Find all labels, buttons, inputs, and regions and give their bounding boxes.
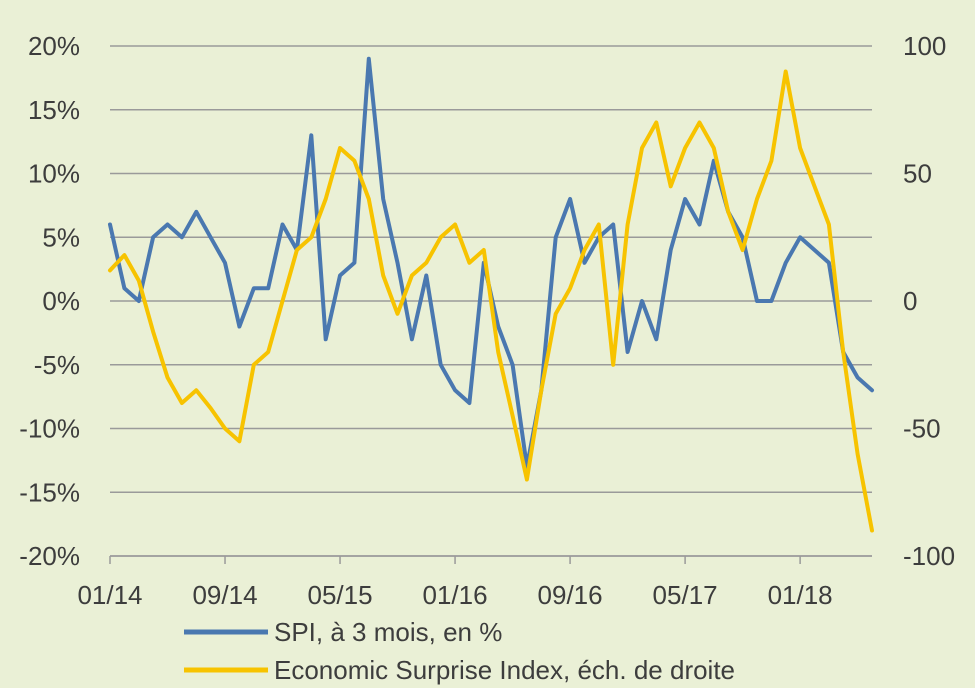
series-line-2: [108, 69, 874, 533]
x-tick-label: 01/14: [77, 580, 142, 610]
y-right-tick-label: 100: [903, 31, 946, 61]
y-left-tick-label: -15%: [19, 477, 80, 507]
x-tick-label: 05/15: [307, 580, 372, 610]
y-left-tick-label: -20%: [19, 541, 80, 571]
y-right-tick-label: -50: [903, 414, 941, 444]
y-left-tick-label: -10%: [19, 414, 80, 444]
y-right-tick-label: 50: [903, 159, 932, 189]
axes: 20% 15% 10% 5% 0% -5% -10% -15% -20% 100 50 0 -50 -10…: [19, 31, 955, 610]
y-right-tick-label: 0: [903, 286, 917, 316]
series-layer: [108, 56, 874, 533]
y-left-tick-label: 10%: [28, 159, 80, 189]
x-tick-label: 09/16: [538, 580, 603, 610]
y-left-tick-label: 5%: [42, 222, 80, 252]
y-left-tick-label: 15%: [28, 95, 80, 125]
x-tick-label: 01/16: [423, 580, 488, 610]
y-left-tick-label: 20%: [28, 31, 80, 61]
legend: SPI, à 3 mois, en % Economic Surprise Ind…: [184, 617, 735, 685]
y-right-tick-label: -100: [903, 541, 955, 571]
x-tick-label: 01/18: [768, 580, 833, 610]
y-left-tick-label: -5%: [34, 350, 80, 380]
x-tick-label: 05/17: [653, 580, 718, 610]
legend-label: SPI, à 3 mois, en %: [274, 617, 502, 647]
y-left-tick-label: 0%: [42, 286, 80, 316]
legend-label: Economic Surprise Index, éch. de droite: [274, 655, 735, 685]
x-tick-label: 09/14: [192, 580, 257, 610]
